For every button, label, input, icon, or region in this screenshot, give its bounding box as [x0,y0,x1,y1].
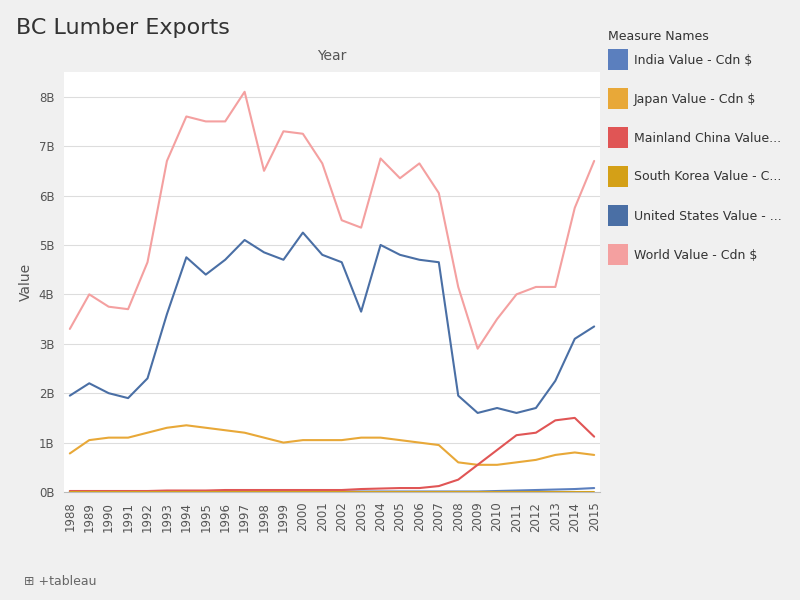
Text: Year: Year [318,49,346,63]
Text: Mainland China Value...: Mainland China Value... [634,131,781,145]
Text: India Value - Cdn $: India Value - Cdn $ [634,53,752,67]
Text: ⊞ +tableau: ⊞ +tableau [24,575,97,588]
Text: South Korea Value - C...: South Korea Value - C... [634,170,781,184]
Text: United States Value - ...: United States Value - ... [634,209,782,223]
Text: Japan Value - Cdn $: Japan Value - Cdn $ [634,92,756,106]
Text: BC Lumber Exports: BC Lumber Exports [16,18,230,38]
Text: World Value - Cdn $: World Value - Cdn $ [634,248,757,262]
Text: Measure Names: Measure Names [608,30,709,43]
Y-axis label: Value: Value [19,263,33,301]
